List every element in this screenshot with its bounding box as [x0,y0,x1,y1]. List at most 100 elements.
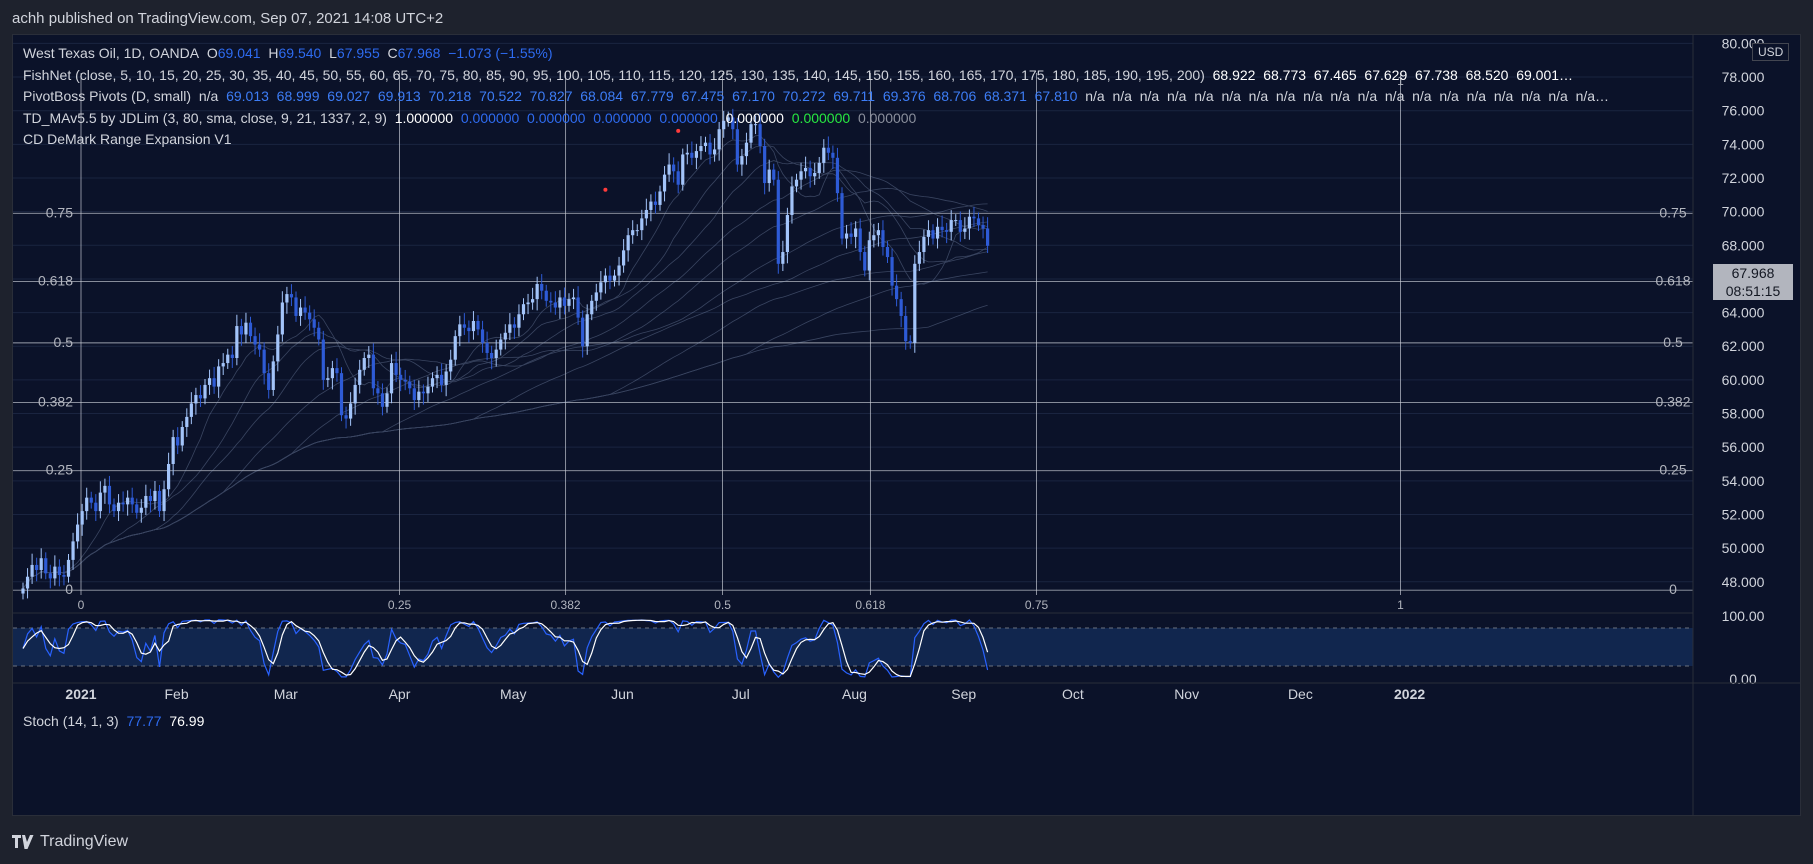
candle-body [922,236,926,253]
candle-body [622,250,626,266]
candle-body [440,374,444,385]
signal-dot [676,128,681,133]
grid-lines [13,42,1693,583]
chart-frame[interactable]: West Texas Oil, 1D, OANDA O69.041 H69.54… [12,34,1801,816]
candle-body [294,297,298,316]
candle-body [98,492,102,512]
candle-body [344,415,348,419]
legend-pivot-row[interactable]: PivotBoss Pivots (D, small) n/a 69.013 6… [23,86,1693,108]
candle-body [194,395,198,404]
price-tick: 62.000 [1722,338,1765,354]
candle-body [335,368,339,374]
stoch-label[interactable]: Stoch (14, 1, 3) [23,713,119,729]
candle-body [913,263,917,343]
candle-body [462,324,466,328]
fib-level-label-right: 0.25 [1659,462,1686,478]
ohlc-open-label: O [206,45,218,61]
legend-fishnet-row[interactable]: FishNet (close, 5, 10, 15, 20, 25, 30, 3… [23,65,1693,87]
candle-body [767,169,771,184]
price-tick: 52.000 [1722,506,1765,522]
fishnet-label[interactable]: FishNet (close, 5, 10, 15, 20, 25, 30, 3… [23,66,1205,83]
candle-body [794,179,799,187]
candle-body [153,490,157,502]
candle-body [367,354,371,359]
price-axis: 80.00078.00076.00074.00072.00070.00068.0… [1722,35,1765,589]
candle-body [844,233,849,239]
fishnet-ma-line [22,145,988,589]
tdmav-green-value: 0.000000 [791,109,851,126]
fib-level-label-left: 0.618 [38,272,73,288]
stoch-legend[interactable]: Stoch (14, 1, 3) 77.77 76.99 [23,713,204,729]
fib-vertical-label: 0.618 [855,598,885,612]
candle-body [44,558,48,574]
ohlc-high: 69.540 [278,45,322,61]
candle-body [895,285,899,300]
candle-body [244,322,248,335]
candle-body [148,495,152,502]
candle-body [180,426,184,446]
pivot-label[interactable]: PivotBoss Pivots (D, small) [23,88,192,104]
fib-level-label-left: 0 [65,581,73,597]
candle-body [394,363,398,375]
candle-body [349,403,353,419]
candle-body [80,511,84,525]
candle-body [453,336,457,360]
legend-symbol-row[interactable]: West Texas Oil, 1D, OANDA O69.041 H69.54… [23,43,1693,65]
candle-body [503,332,507,340]
fib-level-label-left: 0.5 [54,334,74,350]
stoch-d-line [22,619,989,678]
candle-body [330,368,334,379]
candle-body [722,120,726,130]
candle-body [185,416,189,427]
pivot-na: n/a [198,88,219,104]
legend-tdmav-row[interactable]: TD_MAv5.5 by JDLim (3, 80, sma, close, 9… [23,108,1693,130]
candle-body [494,349,498,359]
time-tick: Apr [389,686,411,702]
tdmav-label[interactable]: TD_MAv5.5 by JDLim (3, 80, sma, close, 9… [23,109,387,126]
candle-body [981,225,985,229]
candle-body [94,502,98,512]
candle-body [198,395,203,399]
candle-body [426,386,430,394]
candle-body [262,349,266,374]
candle-body [667,164,671,175]
demark-label[interactable]: CD DeMark Range Expansion V1 [23,131,232,147]
fib-level-label-left: 0.382 [38,394,73,410]
candle-body [62,575,66,577]
candle-body [258,344,262,350]
candle-body [162,489,166,512]
candle-body [835,157,840,194]
signal-dot [603,187,608,192]
candle-body [403,379,407,382]
fib-vertical-label: 0.25 [388,598,412,612]
candle-body [57,566,61,576]
symbol-title[interactable]: West Texas Oil, 1D, OANDA [23,45,200,61]
candle-body [48,573,52,579]
candle-body [744,142,749,157]
candle-body [276,334,280,362]
price-tick: 56.000 [1722,439,1765,455]
candle-body [385,393,389,407]
candle-body [753,124,758,126]
time-tick: Sep [951,686,976,702]
candle-body [189,403,193,417]
candle-body [30,564,34,577]
legend-demark-row[interactable]: CD DeMark Range Expansion V1 [23,129,1693,151]
currency-label[interactable]: USD [1752,43,1790,61]
candle-body [949,220,953,232]
candle-body [435,374,439,379]
time-tick: 2021 [65,686,96,702]
candle-body [576,297,580,318]
candle-body [408,381,412,389]
candle-body [726,117,730,121]
candle-body [581,317,585,347]
price-chart[interactable]: 0 0.25 0.382 0.5 0.618 0.75 1 1 0.75 0.75 0.618 0.6… [13,35,1800,815]
candle-body [112,504,116,512]
candle-body [694,151,698,158]
fishnet-ma-line [22,203,988,589]
candle-body [804,167,808,172]
fib-vertical-top-label: 1 [1397,74,1404,88]
pivot-tail: n/a n/a n/a n/a n/a n/a n/a n/a n/a n/a … [1085,88,1610,104]
tradingview-footer[interactable]: TradingView [12,828,128,856]
candle-body [885,246,890,258]
